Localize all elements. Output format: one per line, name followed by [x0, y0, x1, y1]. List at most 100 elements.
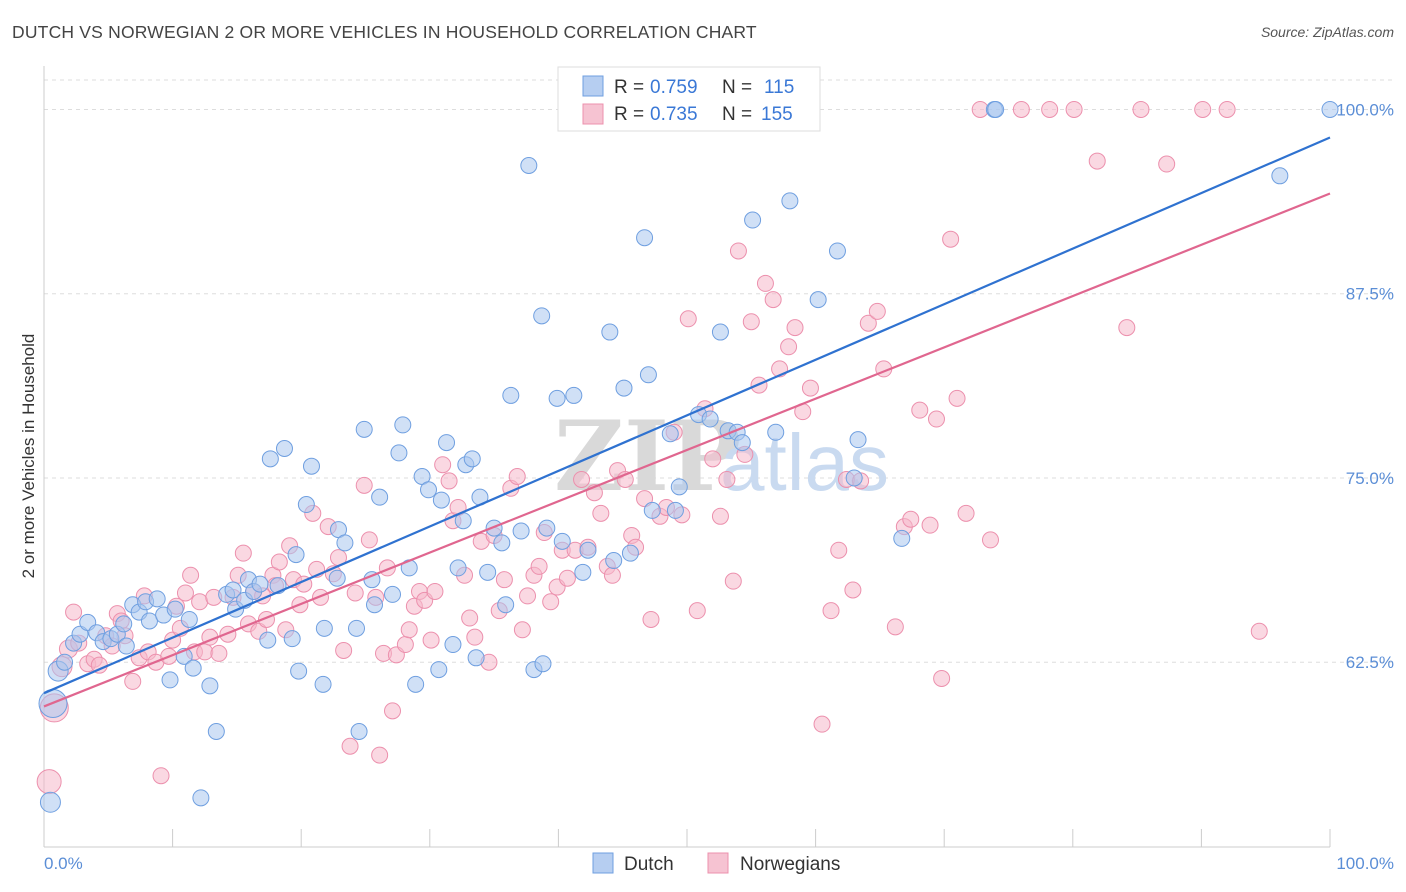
- dutch-point-12: [117, 637, 135, 655]
- norwegian-point-28: [196, 643, 214, 661]
- legend-r-label-norwegians: R =: [614, 104, 644, 125]
- bottom-legend-label-norwegians: Norwegians: [740, 854, 840, 875]
- norwegian-point-78: [461, 609, 479, 627]
- dutch-point-105: [781, 192, 799, 210]
- dutch-point-88: [605, 552, 623, 570]
- dutch-point-64: [444, 636, 462, 654]
- legend-n-label-dutch: N =: [722, 77, 752, 98]
- dutch-point-24: [192, 789, 210, 807]
- dutch-point-74: [497, 596, 515, 614]
- norwegian-point-156: [1118, 319, 1136, 337]
- dutch-point-106: [809, 291, 827, 309]
- dutch-point-34: [259, 631, 277, 649]
- norwegian-point-138: [868, 302, 886, 320]
- dutch-point-82: [548, 389, 566, 407]
- norwegian-point-155: [1088, 152, 1106, 170]
- norwegian-point-131: [813, 715, 831, 733]
- dutch-point-38: [283, 630, 301, 648]
- norwegian-point-59: [360, 531, 378, 549]
- legend-r-value-dutch: 0.759: [650, 77, 698, 98]
- norwegian-point-56: [341, 737, 359, 755]
- dutch-point-54: [384, 585, 402, 603]
- norwegian-point-72: [426, 582, 444, 600]
- norwegian-point-102: [603, 566, 621, 584]
- norwegian-point-154: [1065, 100, 1083, 118]
- dutch-point-84: [565, 386, 583, 404]
- dutch-point-43: [314, 675, 332, 693]
- bottom-legend-label-dutch: Dutch: [624, 854, 674, 875]
- legend-n-value-dutch: 115: [764, 77, 794, 98]
- norwegian-point-132: [822, 602, 840, 620]
- norwegian-point-157: [1132, 100, 1150, 118]
- norwegian-point-145: [927, 410, 945, 428]
- norwegian-point-24: [176, 584, 194, 602]
- dutch-point-95: [666, 501, 684, 519]
- y-axis-label: 2 or more Vehicles in Household: [19, 334, 38, 579]
- norwegian-point-130: [801, 379, 819, 397]
- dutch-point-61: [430, 661, 448, 679]
- dutch-point-92: [639, 366, 657, 384]
- dutch-point-94: [661, 425, 679, 443]
- norwegian-point-148: [948, 389, 966, 407]
- dutch-point-37: [275, 440, 293, 457]
- dutch-point-112: [987, 100, 1005, 118]
- legend-r-value-norwegians: 0.735: [650, 104, 698, 125]
- dutch-point-20: [166, 600, 184, 618]
- norwegian-point-108: [642, 610, 660, 628]
- norwegian-point-71: [422, 631, 440, 649]
- y-tick-label-2: 87.5%: [1346, 285, 1394, 304]
- dutch-point-60: [420, 481, 438, 499]
- dutch-series: [38, 100, 1339, 813]
- norwegian-point-153: [1041, 100, 1059, 118]
- norwegian-point-19: [152, 767, 170, 785]
- norwegian-point-128: [786, 319, 804, 337]
- norwegian-point-142: [902, 510, 920, 528]
- dutch-point-86: [579, 541, 597, 559]
- dutch-point-50: [355, 420, 373, 438]
- dutch-point-44: [315, 619, 333, 637]
- norwegian-point-86: [508, 468, 526, 486]
- dutch-point-65: [449, 559, 467, 577]
- norwegian-point-57: [346, 584, 364, 602]
- dutch-point-47: [336, 534, 354, 552]
- dutch-point-52: [366, 596, 384, 614]
- dutch-point-89: [615, 379, 633, 397]
- norwegian-point-160: [1218, 100, 1236, 118]
- dutch-point-98: [701, 410, 719, 428]
- norwegian-point-95: [558, 569, 576, 587]
- dutch-point-77: [520, 156, 538, 174]
- norwegian-point-161: [1250, 622, 1268, 640]
- norwegian-point-64: [384, 702, 402, 720]
- dutch-point-25: [201, 677, 219, 695]
- norwegian-point-35: [234, 544, 252, 562]
- norwegian-point-87: [513, 621, 531, 639]
- legend-swatch-dutch: [582, 75, 604, 97]
- norwegian-point-97: [573, 470, 591, 488]
- dutch-point-79: [533, 307, 551, 325]
- dutch-point-3: [56, 653, 74, 671]
- trend-lines: [43, 136, 1331, 708]
- norwegian-point-122: [742, 313, 760, 331]
- dutch-point-69: [467, 649, 485, 667]
- dutch-point-35: [261, 450, 279, 468]
- norwegian-point-152: [1012, 100, 1030, 118]
- norwegian-point-100: [592, 504, 610, 522]
- norwegian-point-25: [182, 566, 200, 584]
- norwegian-point-61: [371, 746, 389, 764]
- dutch-point-107: [828, 242, 846, 260]
- dutch-point-102: [733, 434, 751, 452]
- norwegian-point-116: [704, 450, 722, 468]
- dutch-point-5: [71, 625, 89, 643]
- norwegian-point-55: [335, 641, 353, 659]
- norwegian-point-120: [729, 242, 747, 260]
- stats-legend: R = 0.759 N = 115 R = 0.735 N = 155: [557, 66, 821, 132]
- norwegian-point-31: [210, 644, 228, 662]
- dutch-point-28: [224, 581, 242, 599]
- dutch-point-85: [574, 563, 592, 581]
- dutch-point-110: [893, 529, 911, 547]
- dutch-point-39: [287, 546, 305, 564]
- dutch-point-109: [849, 431, 867, 449]
- x-tick-label-0: 0.0%: [44, 854, 83, 873]
- dutch-point-53: [371, 488, 389, 506]
- dutch-point-45: [328, 569, 346, 587]
